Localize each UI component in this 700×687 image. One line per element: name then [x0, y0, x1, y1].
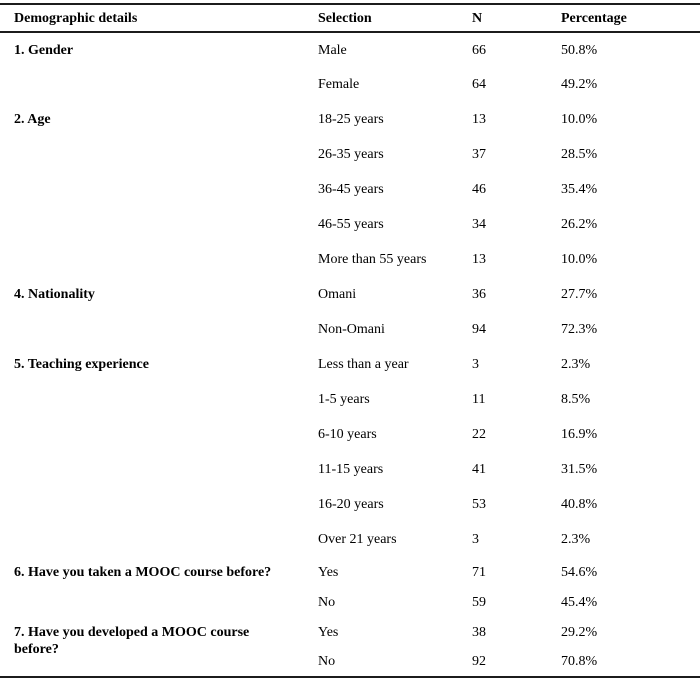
section-label: 2. Age [14, 112, 51, 127]
cell-selection: Female [318, 77, 360, 92]
cell-percentage: 29.2% [561, 624, 598, 640]
cell-percentage: 70.8% [561, 654, 598, 669]
cell-percentage: 8.5% [561, 392, 591, 407]
cell-percentage: 26.2% [561, 217, 598, 232]
cell-n: 94 [472, 322, 486, 337]
cell-n: 13 [472, 112, 486, 127]
cell-percentage: 35.4% [561, 182, 598, 197]
cell-percentage: 16.9% [561, 427, 598, 442]
cell-selection: 1-5 years [318, 392, 370, 407]
table-header: Demographic details Selection N Percentage [0, 4, 700, 32]
cell-percentage: 45.4% [561, 594, 598, 610]
cell-n: 37 [472, 147, 486, 162]
cell-percentage: 54.6% [561, 564, 598, 580]
table-row: 1-5 years 11 8.5% [0, 382, 700, 417]
cell-percentage: 49.2% [561, 77, 598, 92]
table-row: 5. Teaching experience Less than a year 3 2… [0, 347, 700, 382]
table-row: No 59 45.4% [0, 587, 700, 617]
cell-n: 66 [472, 42, 486, 58]
cell-n: 53 [472, 497, 486, 512]
cell-selection: 26-35 years [318, 147, 384, 162]
table-row: More than 55 years 13 10.0% [0, 242, 700, 277]
table-row: 26-35 years 37 28.5% [0, 137, 700, 172]
cell-selection: No [318, 594, 336, 610]
cell-selection: No [318, 654, 336, 669]
cell-percentage: 28.5% [561, 147, 598, 162]
demographics-table: Demographic details Selection N Percentage … [0, 3, 700, 678]
table-row: No 92 70.8% [0, 647, 700, 677]
section-label: 1. Gender [14, 43, 74, 58]
cell-selection: Omani [318, 287, 357, 302]
cell-n: 38 [472, 624, 486, 640]
cell-n: 34 [472, 217, 486, 232]
cell-selection: 46-55 years [318, 217, 384, 232]
cell-selection: 6-10 years [318, 427, 377, 442]
cell-n: 71 [472, 564, 486, 580]
cell-selection: More than 55 years [318, 252, 427, 267]
cell-n: 3 [472, 357, 479, 372]
cell-n: 46 [472, 182, 486, 197]
table-row: 16-20 years 53 40.8% [0, 487, 700, 522]
section-label: 4. Nationality [14, 287, 95, 302]
table-row: 46-55 years 34 26.2% [0, 207, 700, 242]
cell-selection: Less than a year [318, 357, 409, 372]
cell-selection: Male [318, 42, 347, 58]
cell-percentage: 27.7% [561, 287, 598, 302]
table-row: 6-10 years 22 16.9% [0, 417, 700, 452]
table-row: 11-15 years 41 31.5% [0, 452, 700, 487]
section-label: 6. Have you taken a MOOC course before? [14, 565, 272, 580]
column-header-demographic: Demographic details [14, 10, 138, 26]
column-header-selection: Selection [318, 10, 372, 26]
cell-percentage: 50.8% [561, 42, 598, 58]
cell-n: 11 [472, 392, 486, 407]
table-row: 6. Have you taken a MOOC course before? Y… [0, 557, 700, 587]
section-label: 5. Teaching experience [14, 357, 149, 372]
table-row: Over 21 years 3 2.3% [0, 522, 700, 557]
table-row: 7. Have you developed a MOOC course befo… [0, 617, 700, 658]
table-row: Non-Omani 94 72.3% [0, 312, 700, 347]
table-row: 4. Nationality Omani 36 27.7% [0, 277, 700, 312]
header-row: Demographic details Selection N Percentage [0, 4, 700, 32]
cell-percentage: 72.3% [561, 322, 598, 337]
table-row: 36-45 years 46 35.4% [0, 172, 700, 207]
table-row: 1. Gender Male 66 50.8% [0, 32, 700, 67]
cell-percentage: 2.3% [561, 357, 591, 372]
cell-selection: 18-25 years [318, 112, 384, 127]
table-body: 1. Gender Male 66 50.8% Female 64 49.2% 2. Age 1… [0, 32, 700, 677]
cell-percentage: 10.0% [561, 252, 598, 267]
cell-n: 92 [472, 654, 486, 669]
cell-selection: Non-Omani [318, 322, 385, 337]
cell-selection: Yes [318, 624, 339, 640]
cell-n: 22 [472, 427, 486, 442]
column-header-n: N [472, 10, 483, 26]
cell-percentage: 2.3% [561, 532, 591, 547]
cell-n: 64 [472, 77, 486, 92]
cell-selection: Over 21 years [318, 532, 397, 547]
cell-percentage: 31.5% [561, 462, 598, 477]
table-row: 2. Age 18-25 years 13 10.0% [0, 102, 700, 137]
cell-selection: 11-15 years [318, 462, 384, 477]
cell-n: 36 [472, 287, 486, 302]
cell-percentage: 10.0% [561, 112, 598, 127]
cell-n: 3 [472, 532, 479, 547]
column-header-percentage: Percentage [561, 10, 627, 26]
cell-n: 41 [472, 462, 486, 477]
section-label: 7. Have you developed a MOOC course befo… [14, 625, 250, 657]
cell-n: 13 [472, 252, 486, 267]
cell-n: 59 [472, 594, 486, 610]
cell-selection: 16-20 years [318, 497, 384, 512]
cell-percentage: 40.8% [561, 497, 598, 512]
table-row: Female 64 49.2% [0, 67, 700, 102]
cell-selection: 36-45 years [318, 182, 384, 197]
cell-selection: Yes [318, 564, 339, 580]
